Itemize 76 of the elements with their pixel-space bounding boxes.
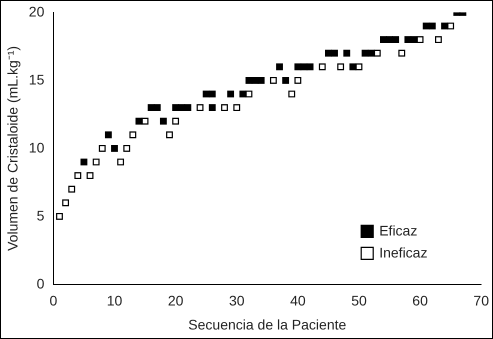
y-tick-label: 15 [28, 71, 45, 88]
x-tick-label: 0 [49, 292, 58, 309]
x-tick-label: 30 [228, 292, 245, 309]
x-tick-label: 60 [412, 292, 428, 309]
point [202, 90, 210, 98]
point [258, 76, 265, 84]
point [104, 131, 112, 138]
point [343, 50, 350, 57]
point [111, 144, 118, 152]
point [294, 76, 302, 84]
point [422, 22, 430, 30]
point [282, 76, 290, 84]
point [276, 63, 283, 70]
y-tick-label: 0 [36, 275, 45, 292]
x-tick-label: 50 [351, 292, 367, 309]
y-axis-title: Volumen de Cristaloide (mL.kg⁻¹) [4, 46, 20, 251]
point [331, 50, 338, 57]
point [208, 104, 216, 112]
point [380, 36, 387, 44]
point [306, 63, 314, 70]
point [62, 199, 70, 206]
point [98, 144, 106, 152]
point [246, 76, 252, 84]
point [349, 63, 356, 70]
point [252, 76, 258, 84]
y-tick-label: 10 [28, 139, 45, 156]
point [56, 212, 63, 220]
point [447, 22, 454, 30]
x-tick-label: 20 [168, 292, 184, 309]
point [221, 104, 228, 112]
point [392, 36, 400, 44]
point [227, 90, 234, 98]
point [74, 172, 82, 180]
point [318, 63, 326, 70]
point [404, 36, 412, 44]
point [166, 131, 173, 138]
point [441, 22, 448, 30]
point [362, 50, 369, 57]
point [160, 118, 167, 125]
point [154, 104, 161, 112]
y-tick-label: 5 [36, 207, 45, 224]
point [416, 36, 424, 44]
point [92, 158, 100, 166]
point [178, 104, 186, 112]
point [410, 36, 418, 44]
x-axis-title: Secuencia de la Paciente [188, 316, 347, 332]
point [80, 158, 88, 166]
point [68, 186, 76, 193]
point [196, 104, 204, 112]
point [246, 90, 252, 98]
point [233, 104, 240, 112]
point [129, 131, 136, 138]
point [435, 36, 442, 44]
point [148, 104, 155, 112]
x-tick-label: 70 [473, 292, 490, 309]
legend-label: Ineficaz [379, 244, 428, 260]
point [136, 118, 142, 125]
point [270, 76, 277, 84]
point [172, 104, 180, 112]
point [86, 172, 94, 180]
x-tick-label: 40 [290, 292, 306, 309]
point [288, 90, 296, 98]
point [337, 63, 344, 70]
point [208, 90, 216, 98]
x-tick-label: 10 [106, 292, 122, 309]
point [428, 22, 436, 30]
y-tick-label: 20 [28, 3, 45, 20]
point [123, 144, 130, 152]
legend-label: Eficaz [379, 222, 418, 238]
point [239, 90, 246, 98]
point [398, 50, 406, 57]
point [386, 36, 393, 44]
point [368, 50, 375, 57]
point [184, 104, 192, 112]
point [172, 118, 180, 125]
point [117, 158, 124, 166]
